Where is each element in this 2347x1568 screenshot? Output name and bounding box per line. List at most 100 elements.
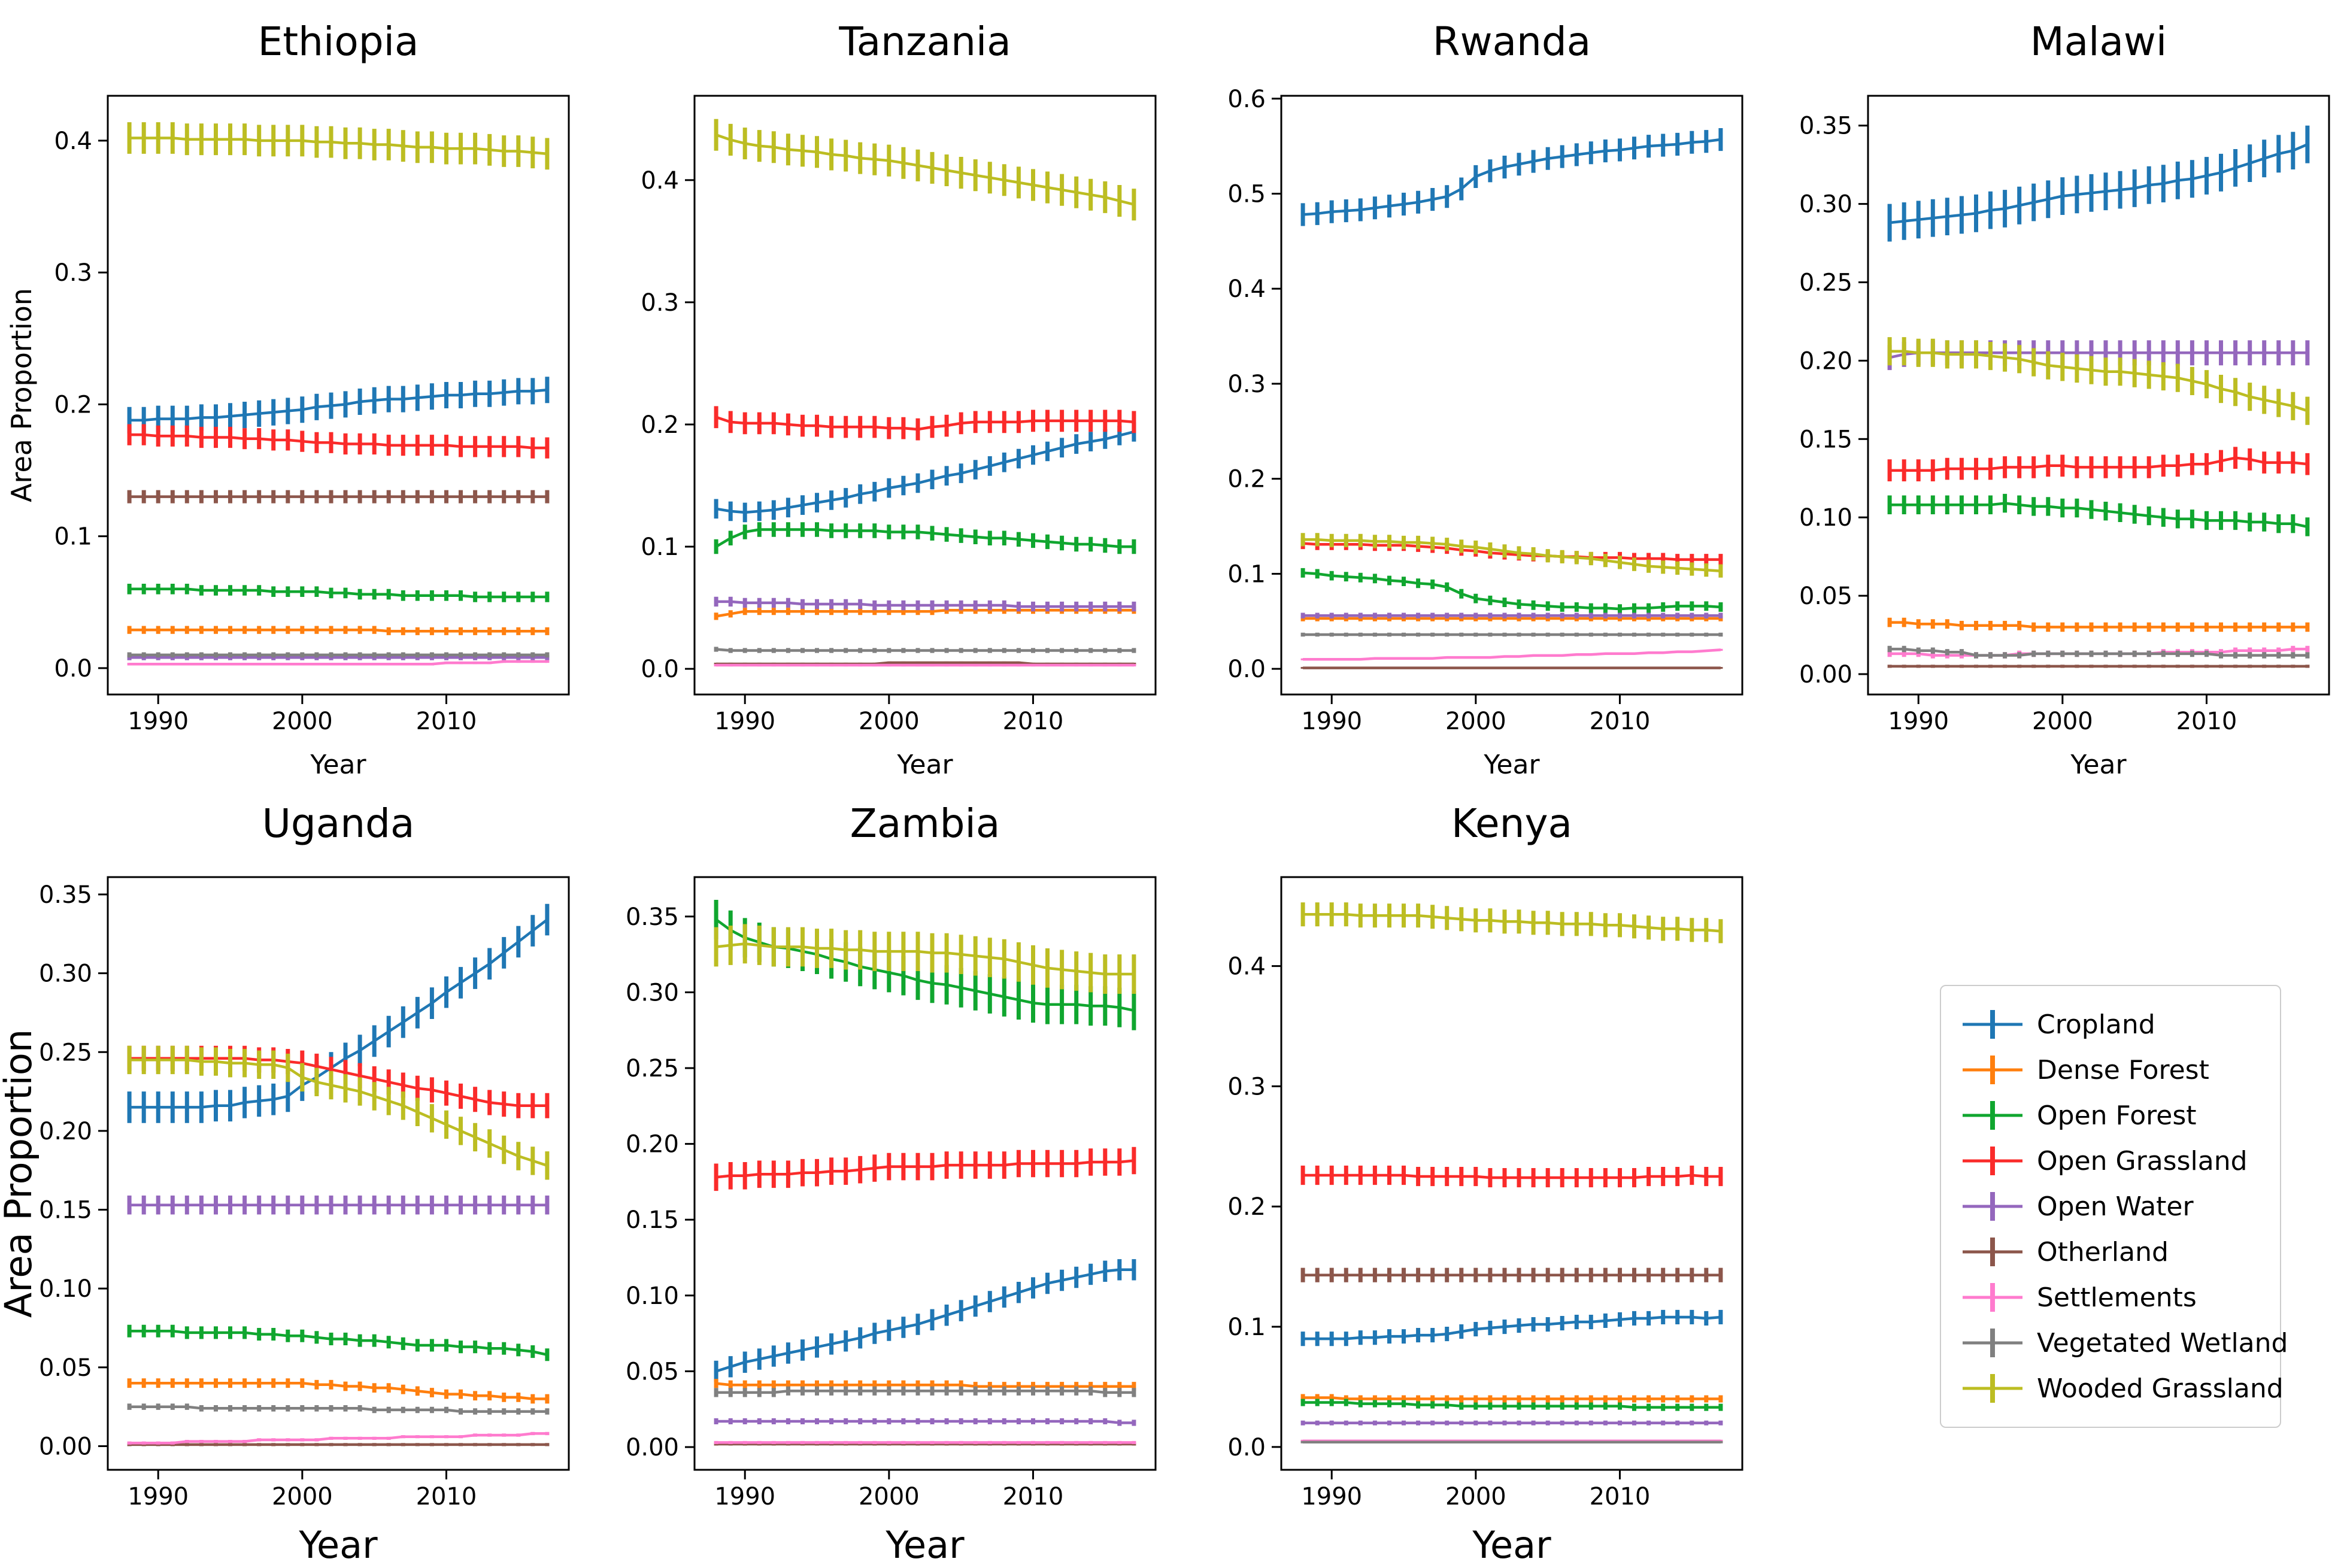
legend-marker-otherland-icon xyxy=(1963,1238,2022,1266)
chart-row-bottom: Uganda 0.00 0.05 0.10 0.15 0.20 0.25 0.30 0.35 19… xyxy=(0,784,2347,1568)
x-axis-label: Year xyxy=(1472,1523,1551,1567)
line-open-grassland xyxy=(1890,456,2308,472)
line-open-forest xyxy=(715,528,1134,548)
line-cropland xyxy=(1302,138,1721,216)
legend-label: Wooded Grassland xyxy=(2037,1373,2284,1404)
y-tick-label: 0.1 xyxy=(641,533,679,561)
line-settlements xyxy=(1303,648,1721,661)
legend-label: Dense Forest xyxy=(2037,1054,2209,1085)
x-tick-label: 2000 xyxy=(1445,708,1506,735)
errorbars-open-grassland xyxy=(714,1147,1136,1191)
errorbars-open-grassland xyxy=(127,424,550,459)
y-tick-label: 0.35 xyxy=(1799,113,1852,140)
legend-label: Open Water xyxy=(2037,1191,2194,1222)
legend-label: Vegetated Wetland xyxy=(2037,1327,2288,1358)
line-open-grassland xyxy=(715,415,1135,431)
x-axis-label: Year xyxy=(896,750,953,780)
chart-uganda: Uganda 0.00 0.05 0.10 0.15 0.20 0.25 0.30 0.35 19… xyxy=(0,800,570,1567)
y-tick-label: 0.30 xyxy=(39,960,92,988)
line-open-grassland xyxy=(1303,1173,1721,1179)
line-vegetated-wetland xyxy=(715,648,1134,652)
line-open-forest xyxy=(129,587,547,599)
line-dense-forest xyxy=(129,628,547,633)
line-settlements xyxy=(129,1432,547,1445)
legend-label: Cropland xyxy=(2037,1009,2155,1040)
line-open-grassland xyxy=(129,433,547,450)
chart-rwanda: Rwanda 0.0 0.1 0.2 0.3 0.4 0.5 0.6 1990 2000 2010 Y… xyxy=(1227,19,1743,780)
x-axis-label: Year xyxy=(885,1523,965,1567)
chart-zambia: Zambia 0.00 0.05 0.10 0.15 0.20 0.25 0.30 0.35 19… xyxy=(626,800,1157,1567)
x-tick-label: 1990 xyxy=(714,708,775,735)
errorbars-cropland xyxy=(1300,128,1723,226)
y-tick-label: 0.00 xyxy=(39,1433,92,1461)
errorbars-open-forest xyxy=(714,900,1136,1030)
y-tick-label: 0.3 xyxy=(1227,1073,1266,1100)
errorbars-open-grassland xyxy=(1887,447,2310,481)
y-tick-label: 0.4 xyxy=(641,167,679,195)
y-tick-label: 0.10 xyxy=(39,1275,92,1303)
errorbars-wooded-grassland xyxy=(127,122,550,170)
errorbars-cropland xyxy=(1300,1309,1723,1346)
y-tick-label: 0.10 xyxy=(1799,504,1852,532)
chart-cell-rwanda: Rwanda 0.0 0.1 0.2 0.3 0.4 0.5 0.6 1990 2000 2010 Y… xyxy=(1174,0,1760,784)
line-cropland xyxy=(715,430,1135,514)
panel-title: Zambia xyxy=(850,800,1000,847)
y-tick-label: 0.0 xyxy=(1227,1434,1266,1461)
line-open-grassland xyxy=(715,1159,1135,1179)
x-tick-label: 1990 xyxy=(128,1483,189,1511)
line-open-forest xyxy=(129,1330,548,1356)
y-tick-label: 0.35 xyxy=(626,903,679,931)
line-open-grassland xyxy=(129,1057,547,1108)
panel-title: Tanzania xyxy=(838,19,1011,65)
legend-marker-open-forest-icon xyxy=(1963,1101,2022,1130)
legend-marker-open-water-icon xyxy=(1963,1192,2022,1221)
errorbars-wooded-grassland xyxy=(127,1045,550,1180)
x-axis-label: Year xyxy=(2070,750,2127,780)
line-cropland xyxy=(129,918,548,1109)
panel-title: Kenya xyxy=(1451,800,1572,847)
y-tick-label: 0.00 xyxy=(626,1434,679,1461)
x-tick-label: 1990 xyxy=(1888,708,1949,735)
panel-title: Uganda xyxy=(262,800,415,847)
y-tick-label: 0.35 xyxy=(39,881,92,909)
chart-cell-kenya: Kenya 0.0 0.1 0.2 0.3 0.4 1990 2000 2010 Year xyxy=(1174,784,1760,1568)
legend-label: Open Forest xyxy=(2037,1100,2197,1131)
line-wooded-grassland xyxy=(1303,913,1721,933)
x-tick-label: 2010 xyxy=(416,1483,477,1511)
y-tick-label: 0.05 xyxy=(39,1354,92,1382)
x-tick-label: 2010 xyxy=(1003,708,1064,735)
y-tick-label: 0.20 xyxy=(1799,347,1852,375)
errorbars-open-forest xyxy=(127,1324,550,1361)
errorbars-cropland xyxy=(714,421,1136,523)
legend-marker-wooded-grassland-icon xyxy=(1963,1374,2022,1403)
line-dense-forest xyxy=(715,608,1134,618)
x-tick-label: 2000 xyxy=(272,708,333,735)
x-tick-label: 1990 xyxy=(1301,1483,1362,1511)
chart-kenya: Kenya 0.0 0.1 0.2 0.3 0.4 1990 2000 2010 Year xyxy=(1227,800,1743,1567)
errorbars-wooded-grassland xyxy=(1887,337,2310,425)
plot-frame xyxy=(107,876,570,1471)
chart-cell-zambia: Zambia 0.00 0.05 0.10 0.15 0.20 0.25 0.30 0.35 19… xyxy=(587,784,1174,1568)
x-axis-label: Year xyxy=(298,1523,378,1567)
panel-title: Malawi xyxy=(2030,19,2167,65)
legend-label: Open Grassland xyxy=(2037,1145,2248,1176)
y-tick-label: 0.15 xyxy=(39,1197,92,1224)
line-wooded-grassland xyxy=(715,134,1135,206)
y-tick-label: 0.6 xyxy=(1227,86,1266,113)
y-tick-label: 0.0 xyxy=(641,656,679,683)
legend-item-wooded-grassland: Wooded Grassland xyxy=(1959,1366,2284,1411)
line-cropland xyxy=(1303,1315,1721,1340)
plot-frame xyxy=(1280,876,1743,1471)
errorbars-open-forest xyxy=(714,522,1136,554)
plot-frame xyxy=(693,95,1157,696)
y-tick-label: 0.05 xyxy=(1799,583,1852,610)
x-tick-label: 2010 xyxy=(416,708,477,735)
line-open-water xyxy=(1889,351,2307,359)
chart-cell-uganda: Uganda 0.00 0.05 0.10 0.15 0.20 0.25 0.30 0.35 19… xyxy=(0,784,587,1568)
line-cropland xyxy=(129,388,548,422)
y-tick-label: 0.25 xyxy=(1799,269,1852,297)
line-otherland xyxy=(716,661,1134,666)
legend-item-open-water: Open Water xyxy=(1959,1184,2262,1229)
line-vegetated-wetland xyxy=(129,1405,547,1413)
